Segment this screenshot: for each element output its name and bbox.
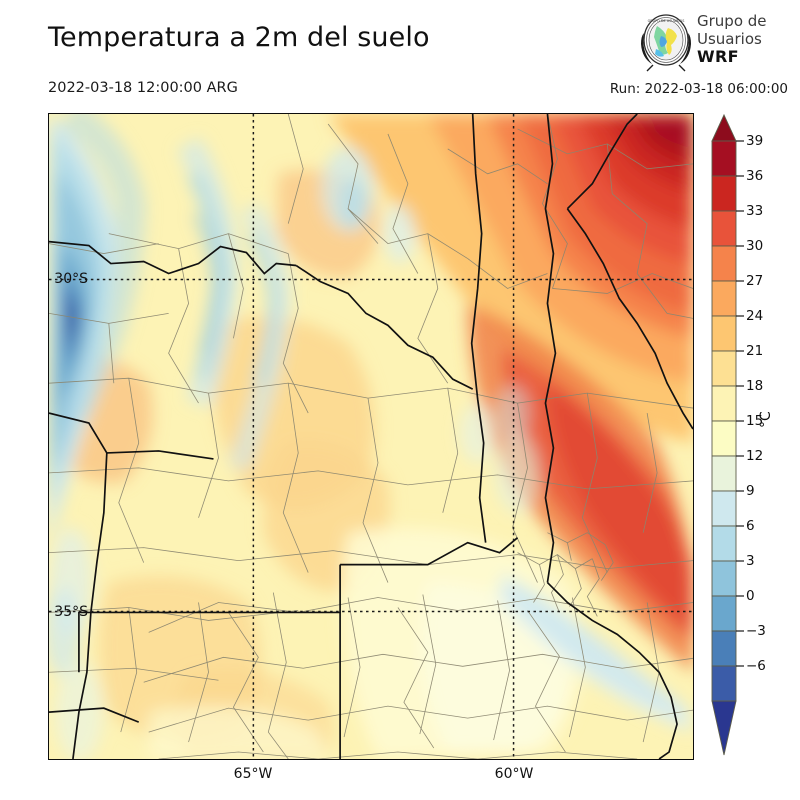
cb-tick-12: 12 (746, 448, 764, 464)
colorbar[interactable]: 39 36 33 30 27 24 21 18 15 12 9 6 3 0 −3… (700, 110, 800, 770)
header: Temperatura a 2m del suelo 2022-03-18 12… (0, 0, 800, 110)
logo-line-2: Usuarios (697, 30, 762, 48)
cb-tick-neg6: −6 (746, 658, 766, 674)
svg-text:GRUPO DE USUARIOS: GRUPO DE USUARIOS (648, 19, 685, 23)
cb-tick-neg3: −3 (746, 623, 766, 639)
logo-line-1: Grupo de (697, 12, 767, 30)
valid-time-label: 2022-03-18 12:00:00 ARG (48, 80, 238, 96)
ytick-30S: 30°S (54, 271, 88, 287)
cb-tick-24: 24 (746, 308, 764, 324)
colorbar-unit-label: °C (758, 411, 774, 428)
cb-tick-0: 0 (746, 588, 755, 604)
cb-tick-39: 39 (746, 133, 764, 149)
cb-tick-33: 33 (746, 203, 764, 219)
wrf-globe-emblem: GRUPO DE USUARIOS (641, 14, 691, 72)
cb-tick-18: 18 (746, 378, 764, 394)
logo-line-3: WRF (697, 47, 739, 66)
cb-tick-3: 3 (746, 553, 755, 569)
ytick-35S: 35°S (54, 604, 88, 620)
cb-tick-15: 15 (746, 413, 764, 429)
cb-tick-36: 36 (746, 168, 764, 184)
temperature-field (49, 114, 693, 759)
map-plot-area[interactable] (48, 113, 694, 760)
cb-tick-27: 27 (746, 273, 764, 289)
wrf-logo: GRUPO DE USUARIOS Grupo de Usuarios WRF (637, 12, 797, 74)
xtick-65W: 65°W (233, 766, 273, 782)
run-time-label: Run: 2022-03-18 06:00:00 (609, 81, 788, 97)
logo-text: Grupo de Usuarios WRF (697, 12, 767, 66)
colorbar-gradient (711, 113, 744, 756)
cb-tick-9: 9 (746, 483, 755, 499)
xtick-60W: 60°W (494, 766, 534, 782)
cb-tick-6: 6 (746, 518, 755, 534)
page-title: Temperatura a 2m del suelo (48, 22, 430, 53)
cb-tick-30: 30 (746, 238, 764, 254)
cb-tick-21: 21 (746, 343, 764, 359)
